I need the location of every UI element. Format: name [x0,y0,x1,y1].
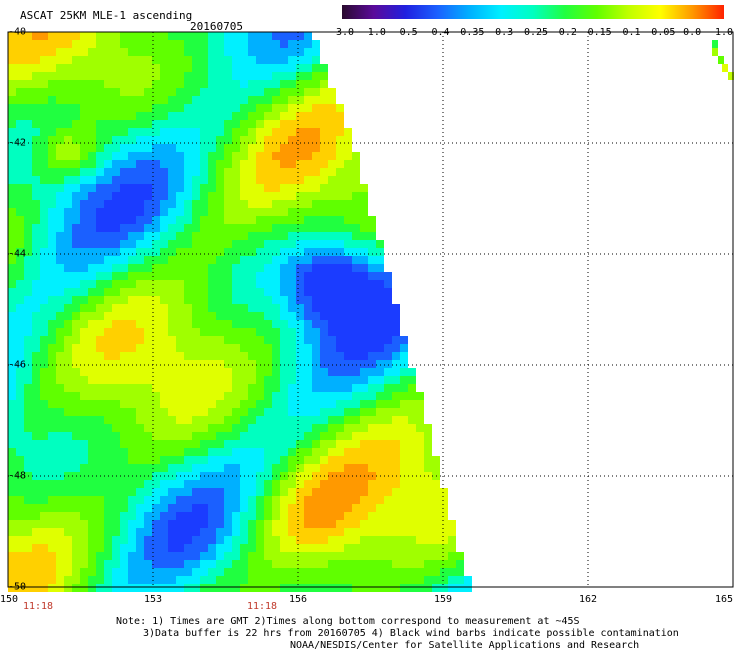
gridlines [8,32,733,587]
y-tick-label: -40 [8,26,27,38]
y-tick-label: -44 [8,248,27,260]
y-tick-label: -46 [8,359,27,371]
note-line-1: Note: 1) Times are GMT 2)Times along bot… [116,616,580,627]
note-line-3: NOAA/NESDIS/Center for Satellite Applica… [290,640,640,651]
colorbar [342,5,724,19]
y-tick-label: -42 [8,137,27,149]
x-tick-label: 165 [714,594,734,605]
y-tick-label: -48 [8,470,27,482]
swath-data [8,32,734,592]
time-label: 11:18 [22,601,54,612]
map-title: ASCAT 25KM MLE-1 ascending [20,9,193,22]
y-tick-label: -50 [8,581,27,593]
colorbar-gradient [342,5,724,19]
time-label: 11:18 [246,601,278,612]
x-tick-label: 162 [578,594,598,605]
x-tick-label: 150 [0,594,19,605]
x-tick-label: 153 [143,594,163,605]
map-date: 20160705 [190,20,243,33]
x-tick-label: 159 [433,594,453,605]
x-tick-label: 156 [288,594,308,605]
plot-frame [7,31,734,588]
note-line-2: 3)Data buffer is 22 hrs from 20160705 4)… [143,628,679,639]
